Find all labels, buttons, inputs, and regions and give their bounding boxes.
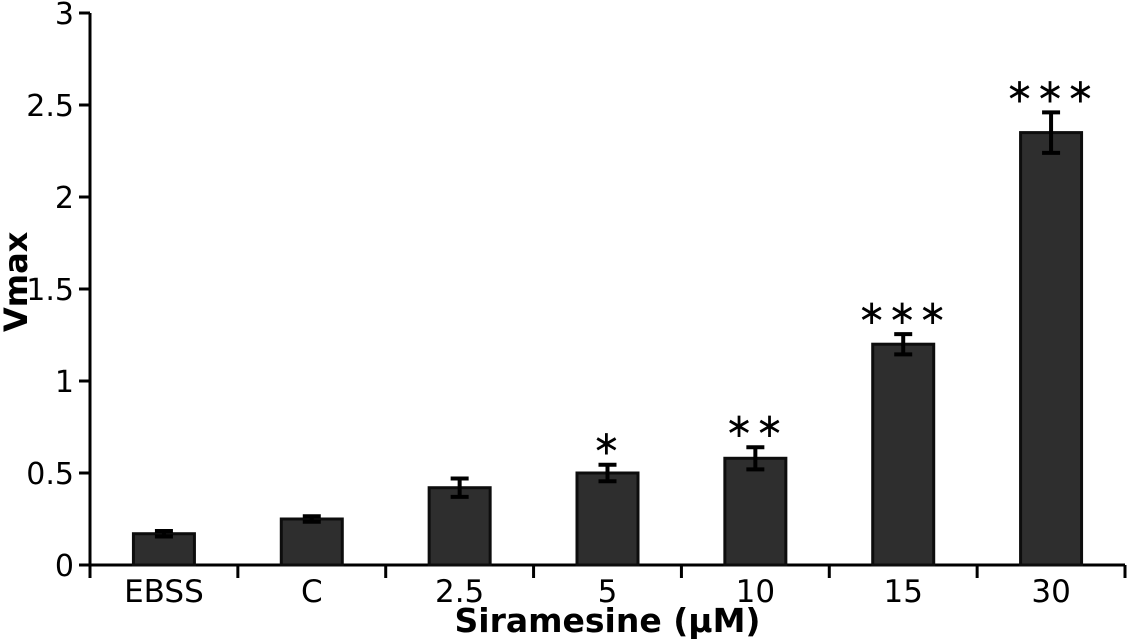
x-tick-label: 30: [1031, 574, 1070, 610]
y-tick-label: 2.5: [26, 89, 74, 124]
x-tick-label: EBSS: [124, 574, 204, 610]
significance-label: ∗∗∗: [857, 293, 948, 333]
bar: [575, 471, 640, 567]
y-axis-title: Vmax: [0, 231, 35, 332]
y-tick-label: 1: [55, 365, 74, 400]
significance-label: ∗∗: [725, 406, 786, 446]
significance-label: ∗: [592, 424, 623, 464]
x-tick-label: 15: [883, 574, 922, 610]
y-tick-label: 3: [55, 0, 74, 32]
bar: [279, 517, 344, 567]
bar: [427, 486, 492, 567]
y-tick-label: 2: [55, 181, 74, 216]
x-tick-label: C: [301, 574, 323, 610]
x-tick-label: 5: [598, 574, 618, 610]
y-tick-label: 0.5: [26, 457, 74, 492]
bar: [131, 532, 196, 567]
bar: [723, 456, 788, 567]
y-tick-label: 1.5: [26, 273, 74, 308]
bar: [1019, 131, 1084, 567]
bar: [871, 342, 936, 567]
significance-label: ∗∗∗: [1005, 71, 1096, 111]
y-tick-label: 0: [55, 549, 74, 584]
x-tick-label: 2.5: [435, 574, 484, 610]
x-tick-label: 10: [736, 574, 775, 610]
x-axis-title: Siramesine (μM): [454, 601, 761, 640]
